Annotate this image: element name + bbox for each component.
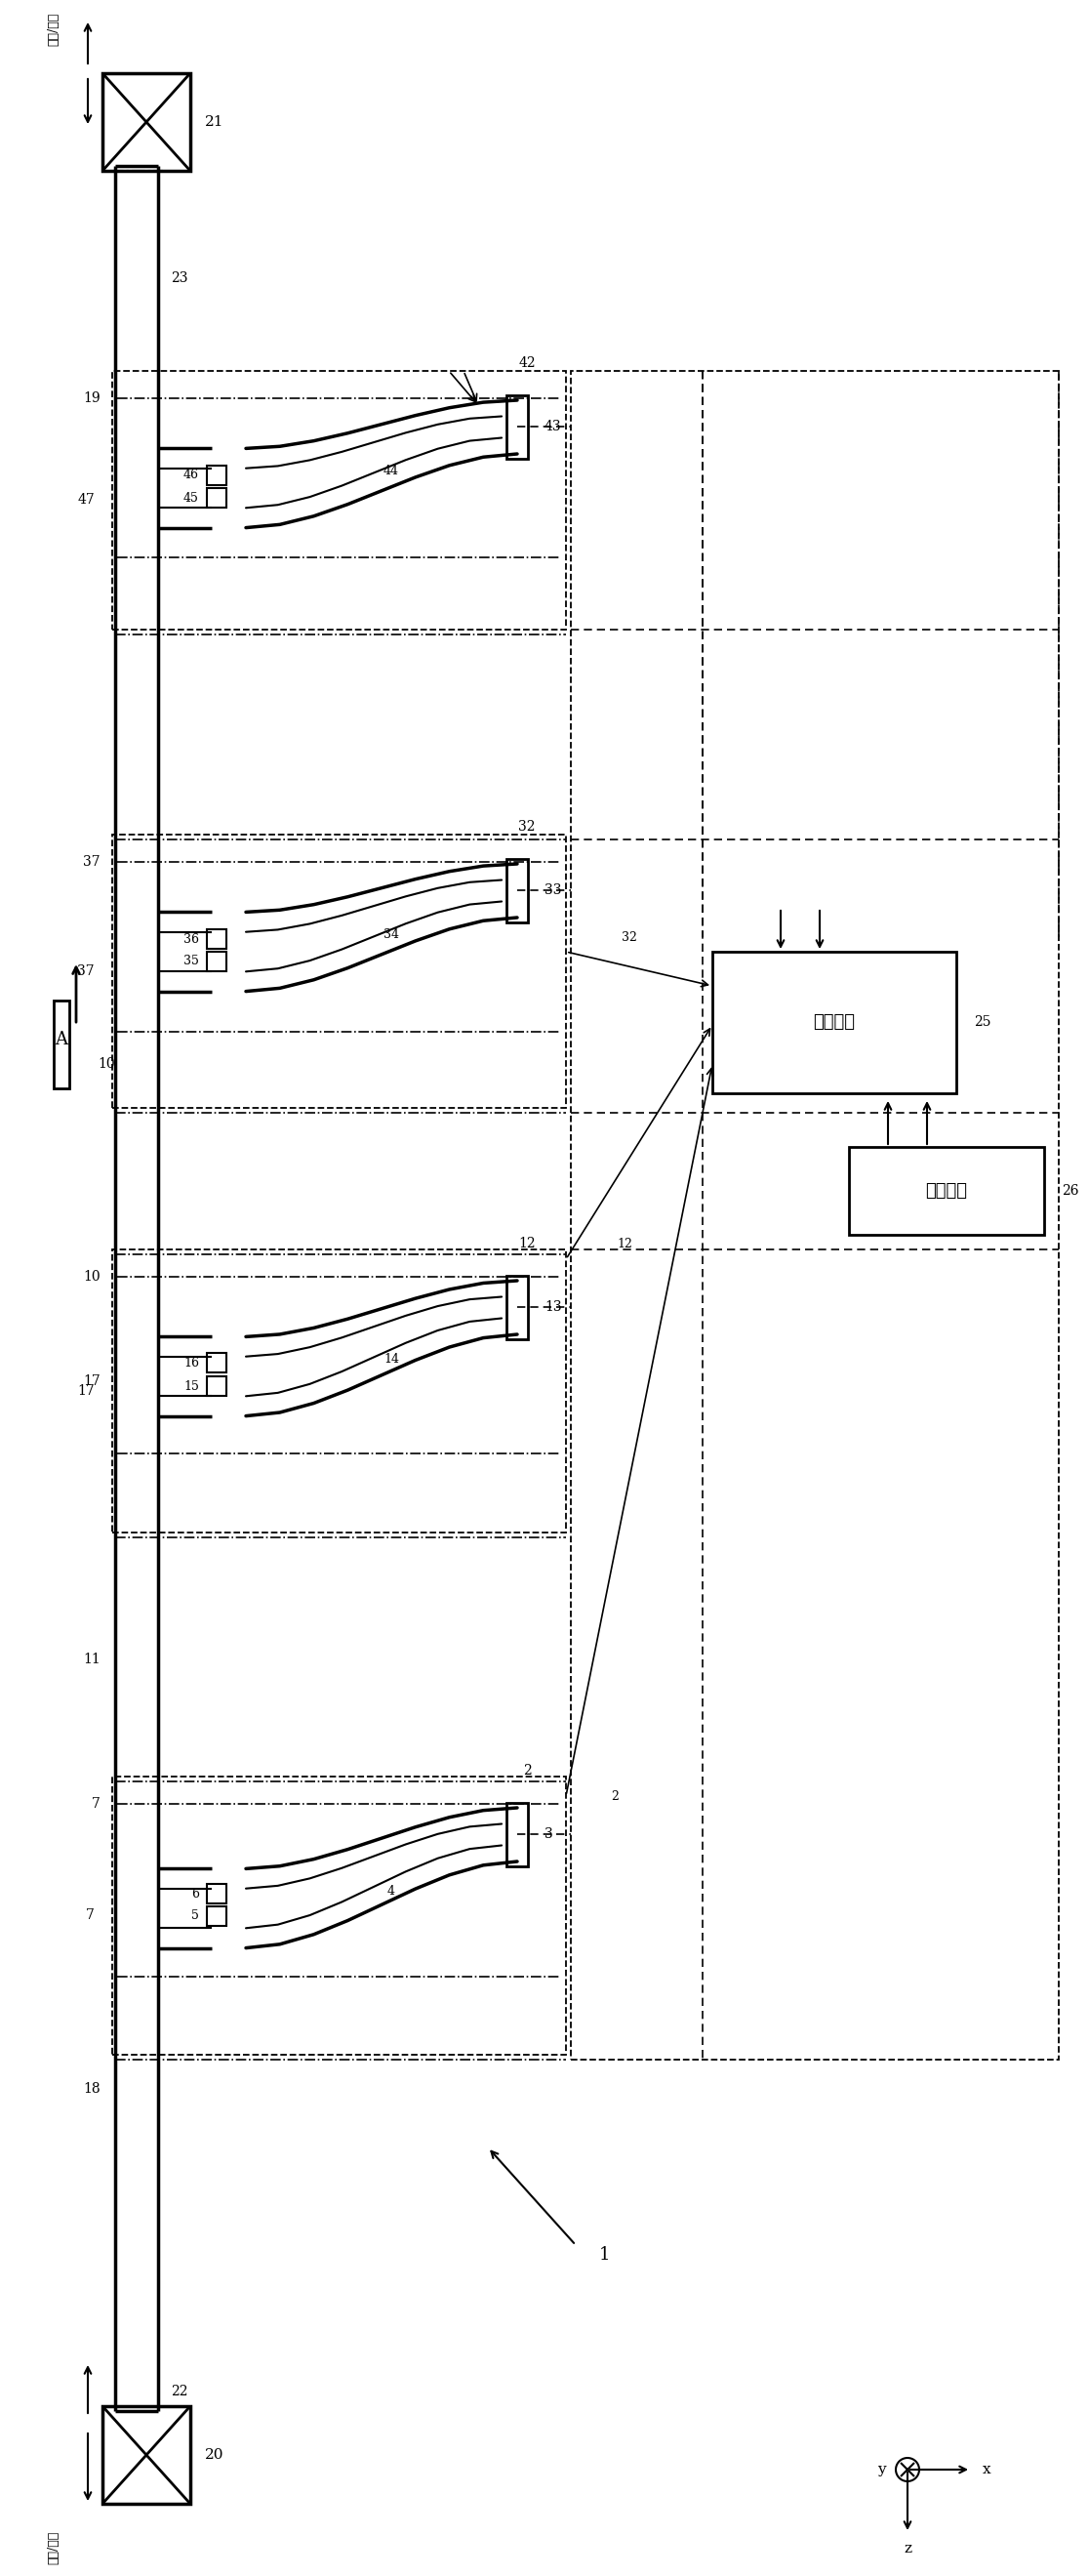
Text: 45: 45 xyxy=(184,492,199,505)
Text: 46: 46 xyxy=(183,469,199,482)
Text: 10: 10 xyxy=(98,1056,114,1072)
Text: 7: 7 xyxy=(86,1909,95,1922)
Text: 用户接口: 用户接口 xyxy=(926,1182,967,1200)
Text: 2: 2 xyxy=(523,1765,531,1777)
Text: 5: 5 xyxy=(192,1909,199,1922)
Text: 42: 42 xyxy=(518,355,536,371)
Bar xyxy=(712,951,956,1092)
Text: 44: 44 xyxy=(383,464,399,477)
Text: z: z xyxy=(904,2543,911,2555)
Bar xyxy=(506,394,528,459)
Text: A: A xyxy=(56,1030,68,1048)
Text: 37: 37 xyxy=(77,963,95,979)
Bar xyxy=(506,1275,528,1340)
Text: 大气/真空: 大气/真空 xyxy=(47,2532,60,2566)
Bar xyxy=(112,1249,566,1533)
Bar xyxy=(207,487,227,507)
Bar xyxy=(207,1352,227,1373)
Text: 12: 12 xyxy=(616,1239,633,1252)
Text: 4: 4 xyxy=(388,1886,395,1899)
Bar xyxy=(112,371,566,629)
Bar xyxy=(53,999,70,1090)
Text: 17: 17 xyxy=(83,1376,100,1388)
Bar xyxy=(207,930,227,948)
Text: 真空/大气: 真空/大气 xyxy=(47,13,60,46)
Bar xyxy=(112,835,566,1108)
Text: 控制装置: 控制装置 xyxy=(813,1012,855,1030)
Text: 7: 7 xyxy=(91,1798,100,1811)
Bar xyxy=(506,1803,528,1868)
Bar xyxy=(112,1777,566,2056)
Text: 32: 32 xyxy=(622,930,637,943)
Bar xyxy=(207,1906,227,1927)
Text: 2: 2 xyxy=(611,1790,619,1803)
Text: 16: 16 xyxy=(183,1358,199,1368)
Text: 13: 13 xyxy=(544,1301,562,1314)
Bar xyxy=(571,371,1059,2061)
Text: 1: 1 xyxy=(599,2246,611,2264)
Text: 34: 34 xyxy=(383,927,399,940)
Text: 35: 35 xyxy=(184,956,199,969)
Text: 18: 18 xyxy=(84,2081,100,2097)
Bar xyxy=(506,858,528,922)
Text: 15: 15 xyxy=(184,1381,199,1394)
Bar xyxy=(102,2406,191,2504)
Text: y: y xyxy=(878,2463,886,2476)
Text: 21: 21 xyxy=(205,116,224,129)
Text: x: x xyxy=(982,2463,991,2476)
Text: 11: 11 xyxy=(83,1654,100,1667)
Text: 43: 43 xyxy=(544,420,562,433)
Text: 19: 19 xyxy=(84,392,100,404)
Text: 14: 14 xyxy=(383,1352,399,1365)
Text: 23: 23 xyxy=(171,270,187,286)
Text: 32: 32 xyxy=(518,819,536,835)
Bar xyxy=(207,1883,227,1904)
Text: 26: 26 xyxy=(1062,1185,1079,1198)
Text: 20: 20 xyxy=(205,2447,224,2463)
Bar xyxy=(102,72,191,170)
Text: 6: 6 xyxy=(192,1888,199,1901)
Text: 17: 17 xyxy=(77,1383,95,1399)
Bar xyxy=(207,466,227,484)
Text: 36: 36 xyxy=(183,933,199,945)
Text: 22: 22 xyxy=(171,2385,187,2398)
Text: 37: 37 xyxy=(84,855,100,868)
Bar xyxy=(849,1146,1044,1234)
Text: 12: 12 xyxy=(518,1236,536,1249)
Text: 25: 25 xyxy=(974,1015,991,1028)
Text: 3: 3 xyxy=(544,1826,553,1842)
Text: 10: 10 xyxy=(84,1270,100,1283)
Text: 47: 47 xyxy=(77,492,95,507)
Text: 33: 33 xyxy=(544,884,562,896)
Bar xyxy=(207,1376,227,1396)
Bar xyxy=(207,951,227,971)
